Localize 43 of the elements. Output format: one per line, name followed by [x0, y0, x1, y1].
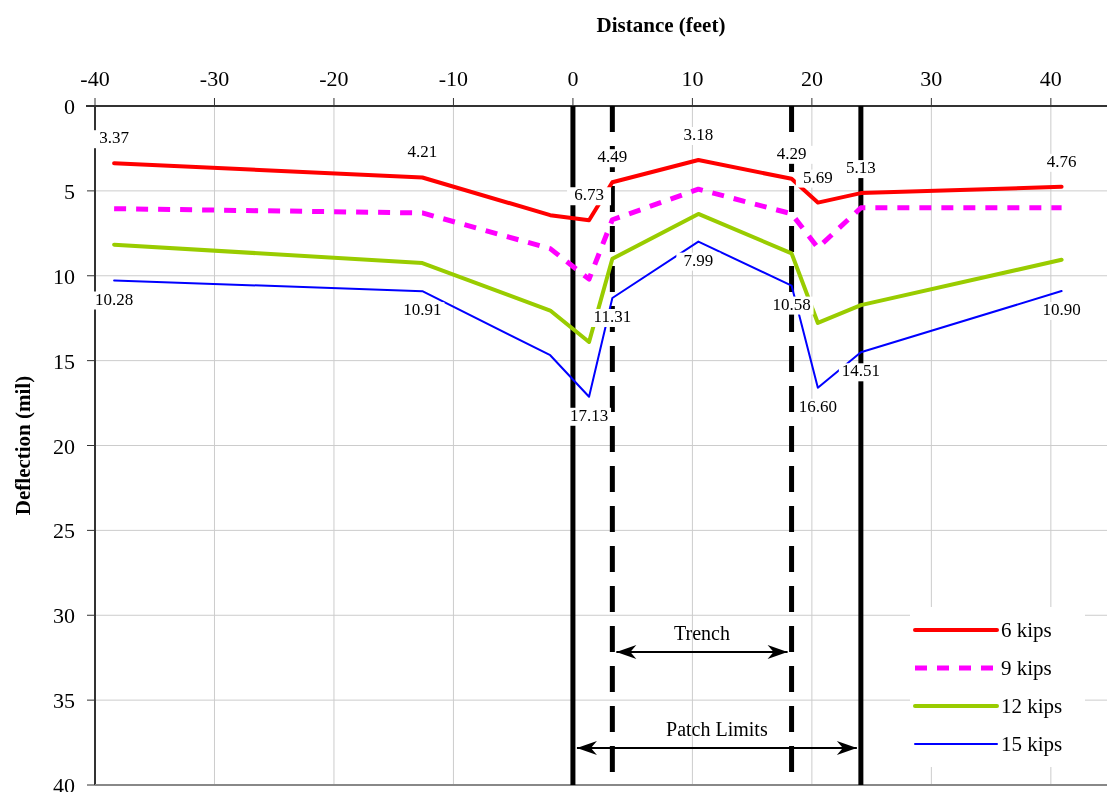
y-tick-label: 35	[53, 688, 75, 714]
y-tick-label: 20	[53, 433, 75, 459]
x-tick-label: -40	[80, 66, 110, 91]
x-tick-label: 0	[567, 66, 579, 91]
y-axis-title: Deflection (mil)	[11, 375, 35, 516]
data-label: 4.76	[1046, 151, 1077, 171]
data-label: 16.60	[798, 396, 837, 416]
data-label: 5.13	[846, 158, 876, 178]
legend-label: 9 kips	[1001, 656, 1052, 680]
x-tick-label: 40	[1039, 66, 1062, 91]
data-label: 5.69	[802, 167, 833, 187]
data-label: 10.28	[94, 289, 134, 309]
x-tick-label: 10	[681, 66, 704, 91]
data-label: 17.13	[569, 405, 609, 425]
x-tick-label: -20	[319, 66, 349, 91]
data-label: 7.99	[683, 250, 714, 270]
y-tick-label: 10	[53, 263, 75, 289]
y-tick-label: 30	[53, 603, 75, 629]
data-label: 4.29	[776, 143, 807, 163]
x-tick-label: 20	[800, 66, 823, 91]
annotation: Patch Limits	[666, 718, 768, 740]
x-axis-title: Distance (feet)	[596, 13, 726, 37]
data-label: 11.31	[593, 306, 632, 326]
x-tick-label: -10	[438, 66, 469, 91]
y-tick-label: 5	[64, 178, 75, 204]
x-tick-label: 30	[920, 66, 943, 91]
data-label: 6.73	[574, 185, 604, 205]
data-label: 14.51	[841, 361, 880, 381]
data-label: 10.90	[1042, 300, 1081, 320]
data-label: 4.21	[407, 142, 438, 162]
legend-label: 6 kips	[1001, 618, 1052, 642]
data-label: 4.49	[597, 147, 628, 167]
data-label: 10.58	[772, 294, 811, 314]
data-label: 3.18	[683, 124, 714, 144]
y-tick-label: 25	[53, 518, 75, 544]
data-label: 10.91	[403, 300, 442, 320]
legend-label: 12 kips	[1001, 694, 1063, 718]
y-tick-label: 15	[53, 348, 75, 374]
y-tick-label: 0	[64, 94, 75, 119]
legend-label: 15 kips	[1001, 732, 1063, 756]
data-label: 3.37	[99, 128, 130, 148]
annotation: Trench	[673, 622, 730, 644]
x-tick-label: -30	[199, 66, 230, 91]
